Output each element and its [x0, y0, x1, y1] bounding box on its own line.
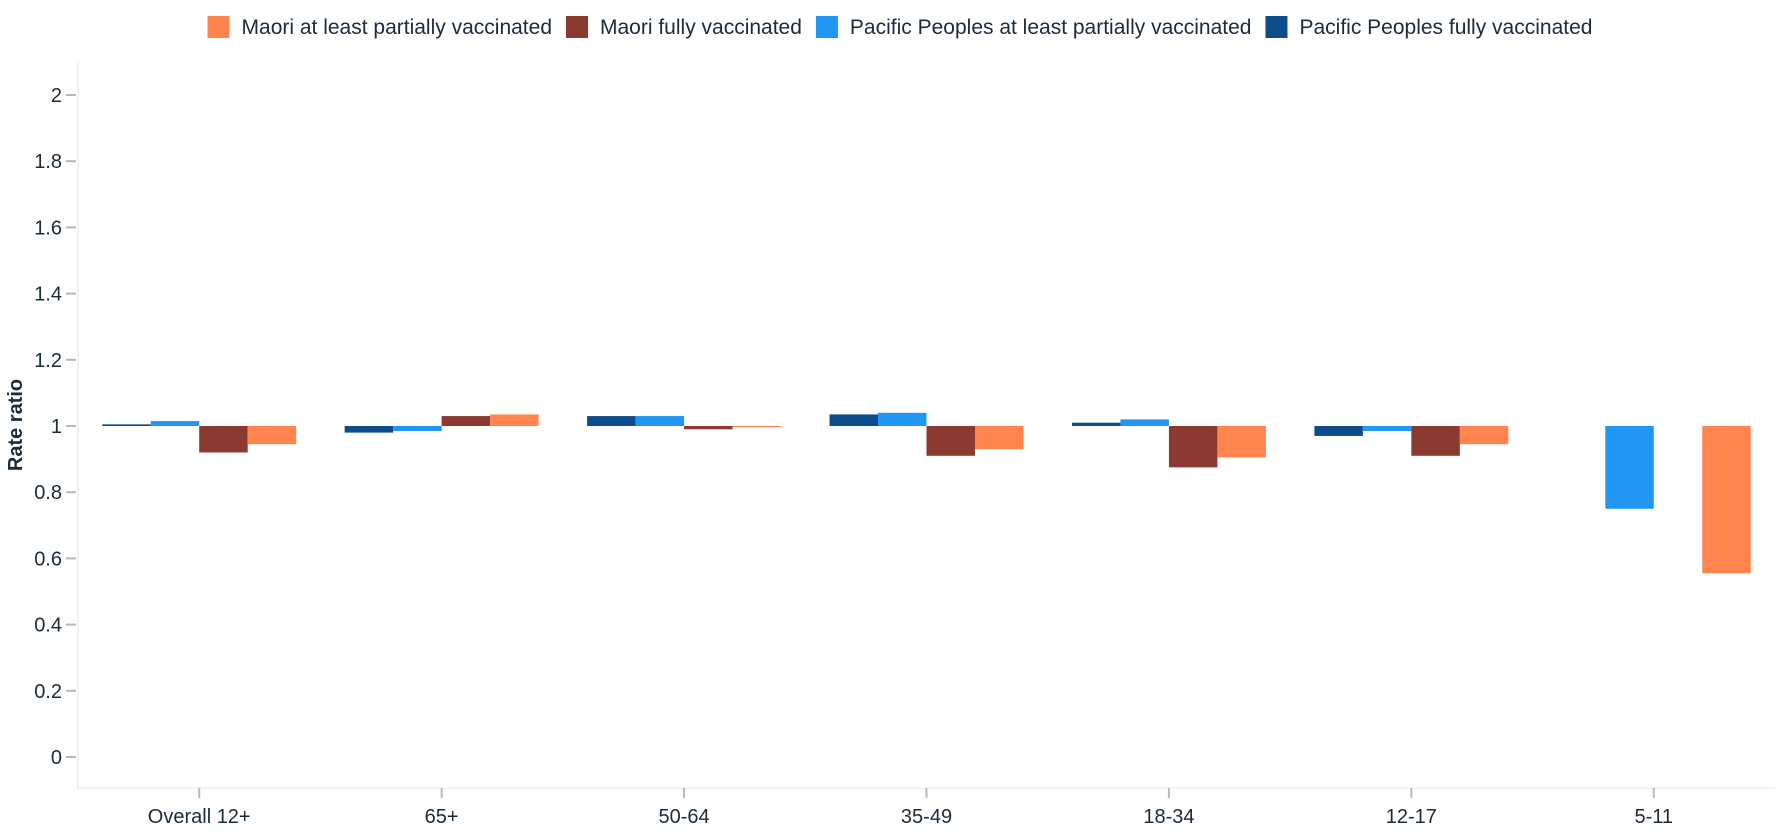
- bar: [199, 426, 248, 453]
- y-axis: 0 0.2 0.4 0.6 0.8 1 1.2 1.4 1.6 1.8 2: [34, 62, 79, 788]
- legend-label: Pacific Peoples at least partially vacci…: [850, 16, 1252, 39]
- x-tick-label: 65+: [425, 806, 459, 828]
- x-tick-label: 18-34: [1143, 806, 1194, 828]
- legend-swatch: [207, 16, 230, 38]
- y-tick-label: 0: [51, 747, 62, 769]
- x-tick-label: Overall 12+: [148, 806, 251, 828]
- legend-swatch: [566, 16, 589, 38]
- bar: [1217, 426, 1266, 458]
- legend-label: Maori fully vaccinated: [600, 16, 802, 39]
- x-tick-label: 12-17: [1386, 806, 1437, 828]
- bar: [829, 414, 879, 426]
- bar: [926, 426, 975, 456]
- bar: [1314, 426, 1363, 436]
- legend-label: Pacific Peoples fully vaccinated: [1299, 16, 1592, 39]
- legend-label: Maori at least partially vaccinated: [242, 16, 552, 39]
- bar: [1411, 426, 1460, 456]
- y-tick-label: 1.6: [34, 217, 62, 239]
- bar: [102, 424, 151, 426]
- legend: Maori at least partially vaccinated Maori…: [207, 16, 1592, 39]
- bar: [587, 416, 636, 426]
- bar: [490, 414, 539, 426]
- y-tick-label: 0.8: [34, 482, 62, 504]
- legend-item: Pacific Peoples at least partially vacci…: [815, 16, 1252, 39]
- legend-item: Maori fully vaccinated: [566, 16, 802, 39]
- y-tick-label: 0.6: [34, 548, 62, 570]
- bar: [1120, 419, 1169, 426]
- bar: [635, 416, 685, 426]
- bars: [102, 412, 1751, 574]
- bar: [441, 416, 491, 426]
- bar: [1459, 426, 1509, 445]
- y-tick-label: 0.4: [34, 615, 62, 637]
- x-tick-label: 50-64: [658, 806, 709, 828]
- bar: [1362, 426, 1412, 431]
- legend-swatch: [1265, 16, 1288, 38]
- x-axis: Overall 12+ 65+ 50-64 35-49 18-34 12-17 5-11: [78, 787, 1775, 828]
- y-tick-label: 1.8: [34, 151, 62, 173]
- bar: [732, 426, 782, 427]
- bar: [1605, 426, 1654, 509]
- bar: [684, 426, 733, 430]
- y-tick-label: 1: [51, 416, 62, 438]
- legend-swatch: [815, 16, 838, 38]
- bar: [150, 421, 200, 426]
- y-axis-title: Rate ratio: [5, 379, 27, 471]
- bar: [1702, 426, 1751, 574]
- y-tick-label: 1.4: [34, 284, 62, 306]
- y-tick-label: 2: [51, 85, 62, 107]
- bar: [1168, 426, 1218, 468]
- x-tick-label: 35-49: [901, 806, 952, 828]
- bar: [974, 426, 1024, 450]
- legend-item: Maori at least partially vaccinated: [207, 16, 552, 39]
- y-tick-label: 0.2: [34, 681, 62, 703]
- bar: [878, 412, 927, 426]
- x-tick-label: 5-11: [1635, 806, 1674, 828]
- bar: [344, 426, 394, 433]
- bar: [393, 426, 442, 431]
- bar: [247, 426, 297, 445]
- bar: [1071, 422, 1121, 426]
- legend-item: Pacific Peoples fully vaccinated: [1265, 16, 1592, 39]
- y-tick-label: 1.2: [34, 350, 62, 372]
